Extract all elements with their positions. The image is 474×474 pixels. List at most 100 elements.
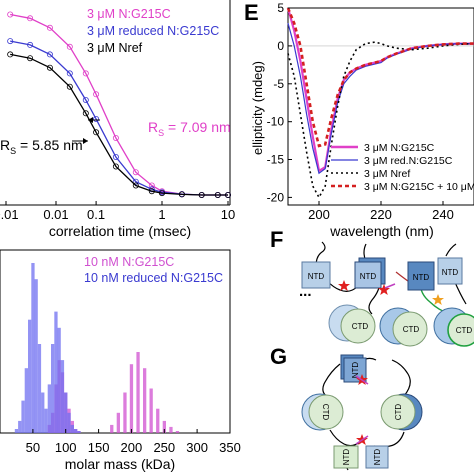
histogram-bar xyxy=(74,429,78,433)
ntd-domain: NTD xyxy=(333,445,359,469)
histogram-bar xyxy=(64,392,68,433)
histogram-legend-entry: 10 nM reduced N:G215C xyxy=(84,271,223,285)
cd-legend: 3 μM N:G215C 3 μM red.N:G215C 3 μM Nref … xyxy=(331,142,474,193)
fcs-data-point xyxy=(27,15,34,22)
bond-line xyxy=(355,375,369,385)
cd-x-tick-label: 220 xyxy=(370,207,392,222)
histogram-bar xyxy=(34,279,38,433)
cd-legend-entry: 3 μM N:G215C + 10 μM xyxy=(364,181,474,193)
rs-subscript: S xyxy=(10,146,16,156)
cd-x-tick-label: 240 xyxy=(432,207,454,222)
fcs-legend-entry: 3 μM N:G215C xyxy=(87,7,171,21)
cd-series-line xyxy=(287,41,474,200)
panel-letter-g: G xyxy=(270,344,287,369)
svg-text:CTD: CTD xyxy=(321,404,330,421)
fcs-annotation-rs-black: RS = 5.85 nm xyxy=(0,137,88,156)
histogram-bar xyxy=(136,352,140,433)
histogram-bar xyxy=(37,344,42,433)
fcs-data-point xyxy=(132,169,139,176)
ntd-domain: NTD xyxy=(437,257,463,285)
fcs-x-tick-label: 10 xyxy=(221,207,235,222)
histogram-bar xyxy=(169,426,173,433)
fcs-panel: 0.01 0.01 0.1 1 10 correlation time (msec) 3… xyxy=(0,0,235,239)
linker xyxy=(315,241,326,267)
cd-legend-entry: 3 μM N:G215C xyxy=(364,142,435,154)
svg-text:CTD: CTD xyxy=(352,322,369,331)
histogram-bar xyxy=(60,360,65,433)
fcs-legend-entry: 3 μM Nref xyxy=(87,41,143,55)
fcs-data-point xyxy=(7,11,14,18)
fcs-data-point xyxy=(66,43,73,50)
svg-text:NTD: NTD xyxy=(342,449,351,466)
fcs-series-line xyxy=(10,53,228,196)
fcs-curves xyxy=(7,11,231,198)
fcs-data-point xyxy=(93,116,100,123)
histogram-bar xyxy=(47,384,51,433)
svg-text:RS = 5.85 nm: RS = 5.85 nm xyxy=(0,137,83,156)
histogram-bar xyxy=(14,429,19,433)
linker xyxy=(373,431,405,448)
ctd-domain: CTD xyxy=(380,393,423,431)
fcs-annotation-rs-magenta: RS = 7.09 nm xyxy=(88,117,231,138)
svg-text:NTD: NTD xyxy=(413,273,430,282)
svg-text:CTD: CTD xyxy=(403,325,420,334)
histogram-bar xyxy=(129,364,134,433)
histogram-bar xyxy=(28,319,32,433)
fcs-data-point xyxy=(112,163,119,170)
cd-y-tick-label: -10 xyxy=(267,115,285,129)
fcs-data-point xyxy=(112,153,119,160)
histogram-frame xyxy=(0,249,231,434)
panel-letter-f: F xyxy=(270,227,283,252)
fcs-legend: 3 μM N:G215C 3 μM reduced N:G215C 3 μM N… xyxy=(87,7,219,55)
cd-y-axis-label: ellipticity (mdeg) xyxy=(250,61,265,155)
fcs-data-point xyxy=(82,97,89,104)
fcs-data-point xyxy=(66,70,73,77)
histogram-bar xyxy=(21,400,25,433)
ctd-domain: CTD xyxy=(328,304,376,344)
histogram-bar xyxy=(54,311,58,433)
arrowhead-icon xyxy=(83,138,88,144)
linker xyxy=(445,243,457,257)
arrow-icon xyxy=(384,283,396,289)
fcs-data-point xyxy=(7,38,14,45)
fcs-data-point xyxy=(46,64,53,71)
fcs-x-axis-label: correlation time (msec) xyxy=(49,223,191,239)
fcs-data-point xyxy=(46,51,53,58)
cd-tick-labels: 200 220 240 5 0 -5 -10 -15 -20 xyxy=(267,1,454,222)
histogram-bar xyxy=(116,412,120,433)
rs-value: = 7.09 nm xyxy=(164,119,231,135)
cd-x-axis-label: wavelength (nm) xyxy=(329,223,434,239)
histogram-bar xyxy=(44,408,48,433)
svg-text:NTD: NTD xyxy=(442,268,459,277)
fcs-x-tick-label: 1 xyxy=(158,207,165,222)
rs-subscript: S xyxy=(158,128,164,138)
fcs-data-point xyxy=(66,83,73,90)
histogram-bars xyxy=(14,263,180,433)
cd-legend-entry: 3 μM red.N:G215C xyxy=(364,155,453,167)
histogram-bar xyxy=(175,431,180,433)
histogram-bar xyxy=(31,263,35,433)
linker xyxy=(329,429,361,447)
rs-symbol: R xyxy=(0,137,10,153)
star-icon xyxy=(432,294,444,305)
fcs-data-point xyxy=(148,182,155,189)
fcs-data-point xyxy=(198,191,205,198)
histogram-x-tick-label: 300 xyxy=(186,440,208,455)
histogram-bar xyxy=(110,424,114,433)
histogram-bar xyxy=(123,392,127,433)
histogram-bar xyxy=(24,368,28,433)
fcs-data-point xyxy=(158,190,165,197)
histogram-bar xyxy=(41,392,45,433)
histogram-x-tick-label: 150 xyxy=(88,440,110,455)
star-icon xyxy=(378,284,390,295)
cd-curves xyxy=(286,7,474,200)
cd-x-tick-label: 200 xyxy=(308,207,330,222)
ntd-domain: NTD xyxy=(301,261,331,289)
fcs-data-point xyxy=(27,41,34,48)
fcs-data-point xyxy=(46,24,53,31)
svg-text:NTD: NTD xyxy=(351,362,360,379)
svg-text:CTD: CTD xyxy=(394,404,403,421)
fcs-data-point xyxy=(178,191,185,198)
fcs-data-point xyxy=(82,70,89,77)
cd-series-line xyxy=(286,7,474,148)
